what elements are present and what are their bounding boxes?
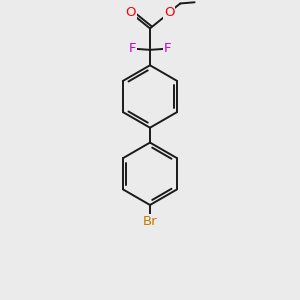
Text: F: F — [128, 42, 136, 56]
Text: O: O — [164, 6, 175, 19]
Text: O: O — [125, 6, 136, 19]
Text: F: F — [164, 42, 172, 56]
Text: Br: Br — [143, 215, 157, 228]
